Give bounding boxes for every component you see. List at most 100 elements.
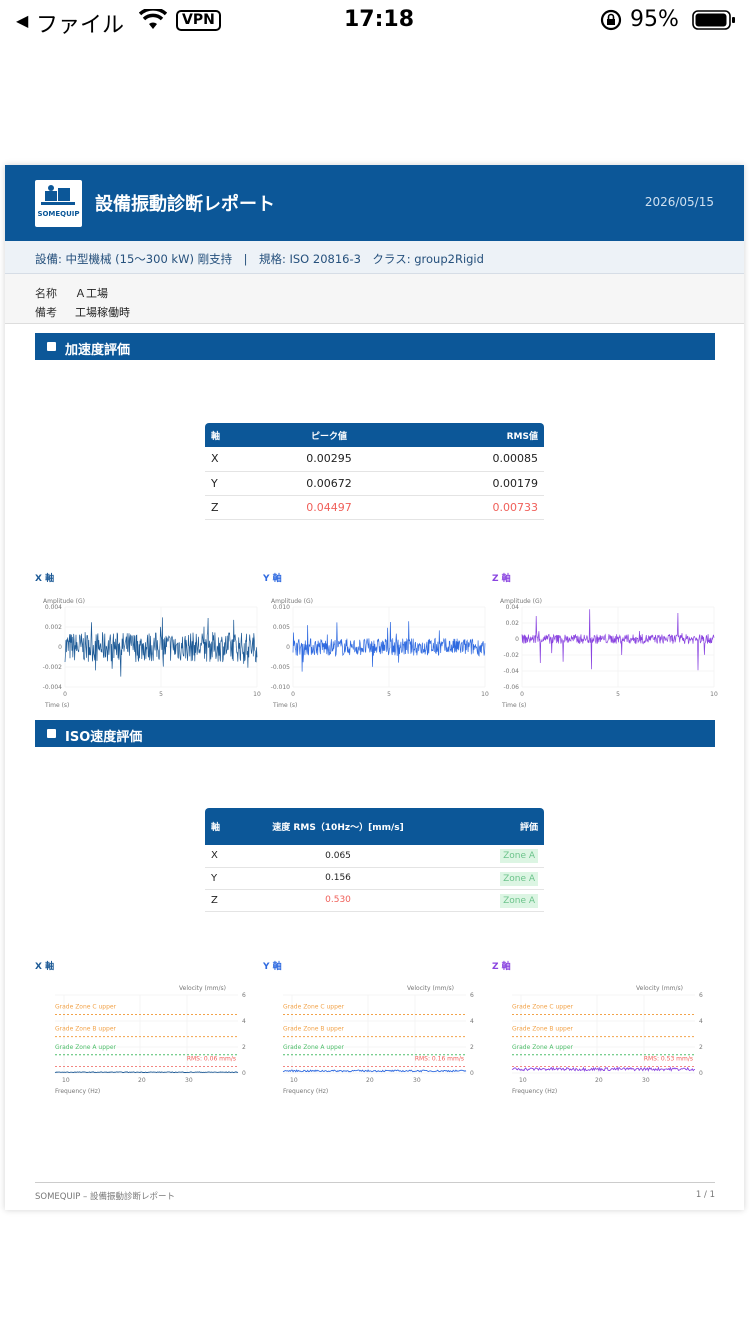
y-tick-label: 0.002 — [45, 624, 62, 631]
clock: 17:18 — [344, 7, 415, 32]
chart-title-accel-z: Z 軸 — [492, 574, 511, 584]
y-tick-label: 4 — [242, 1018, 246, 1025]
section-title: 加速度評価 — [65, 343, 131, 358]
y-tick-label: 0 — [699, 1070, 703, 1077]
logo-text: SOMEQUIP — [37, 210, 80, 218]
cell-grade: Zone A — [418, 867, 544, 890]
report-footer: SOMEQUIP – 設備振動診断レポート 1 / 1 — [35, 1182, 715, 1202]
back-arrow-icon[interactable]: ◀ — [16, 11, 29, 30]
rms-label: RMS: 0.16 mm/s — [415, 1056, 464, 1063]
y-tick-label: -0.010 — [271, 684, 291, 691]
machine-logo-icon — [41, 185, 75, 205]
x-tick-label: 0 — [291, 691, 295, 698]
status-bar: ◀ ファイル VPN 17:18 95% — [0, 0, 750, 42]
y-tick-label: 0 — [58, 644, 62, 651]
x-tick-label: 5 — [387, 691, 391, 698]
cell-axis: Z — [205, 889, 259, 912]
y-tick-label: 2 — [470, 1044, 474, 1051]
zone-label: Grade Zone B upper — [512, 1026, 574, 1033]
zone-label: Grade Zone C upper — [283, 1004, 345, 1011]
y-tick-label: 0.004 — [45, 604, 62, 611]
x-tick-label: 10 — [481, 691, 489, 698]
y-tick-label: 0.04 — [506, 604, 520, 611]
report-header: SOMEQUIP 設備振動診断レポート 2026/05/15 — [5, 165, 744, 241]
y-axis-label: Velocity (mm/s) — [407, 985, 454, 992]
y-tick-label: 4 — [470, 1018, 474, 1025]
y-tick-label: 2 — [699, 1044, 703, 1051]
meta-value: 工場稼働時 — [75, 306, 130, 319]
x-tick-label: 10 — [253, 691, 261, 698]
accel-table: 軸 ピーク値 RMS値 X 0.00295 0.00085 Y 0.00672 0.001… — [205, 423, 544, 520]
meta-value: Ａ工場 — [75, 287, 108, 300]
y-tick-label: -0.004 — [43, 684, 63, 691]
zone-label: Grade Zone A upper — [55, 1044, 117, 1051]
cell-grade: Zone A — [418, 845, 544, 868]
y-tick-label: 0 — [242, 1070, 246, 1077]
y-tick-label: 0 — [470, 1070, 474, 1077]
footer-left: SOMEQUIP – 設備振動診断レポート — [35, 1192, 175, 1202]
y-tick-label: -0.06 — [503, 684, 519, 691]
back-app-label[interactable]: ファイル — [36, 13, 125, 38]
chart-title-iso-z: Z 軸 — [492, 962, 511, 972]
wifi-icon — [139, 9, 167, 29]
x-tick-label: 20 — [595, 1077, 603, 1084]
report-date: 2026/05/15 — [644, 195, 714, 209]
y-tick-label: -0.005 — [271, 664, 291, 671]
cell-peak: 0.00295 — [257, 447, 401, 472]
report-page: SOMEQUIP 設備振動診断レポート 2026/05/15 設備: 中型機械 … — [5, 165, 744, 1210]
x-tick-label: 10 — [290, 1077, 298, 1084]
x-tick-label: 30 — [185, 1077, 193, 1084]
col-axis: 軸 — [205, 423, 258, 447]
x-tick-label: 20 — [138, 1077, 146, 1084]
x-tick-label: 0 — [63, 691, 67, 698]
accel-chart-z: Amplitude (G)0.040.020-0.02-0.04-0.060 5 1… — [500, 598, 718, 709]
meta-key: 名称 — [35, 287, 57, 300]
x-axis-label: Frequency (Hz) — [283, 1088, 328, 1095]
rms-label: RMS: 0.53 mm/s — [644, 1056, 693, 1063]
cell-axis: Y — [205, 867, 259, 890]
y-tick-label: 4 — [699, 1018, 703, 1025]
zone-label: Grade Zone B upper — [55, 1026, 117, 1033]
y-tick-label: 0 — [515, 636, 519, 643]
waveform-series — [521, 609, 715, 671]
zone-badge: Zone A — [500, 893, 538, 908]
company-logo: SOMEQUIP — [35, 180, 82, 227]
col-rms: RMS値 — [400, 423, 544, 447]
y-tick-label: -0.02 — [503, 652, 519, 659]
cell-velocity: 0.065 — [258, 845, 419, 868]
iso-table: 軸 速度 RMS（10Hz〜）[mm/s] 評価 X 0.065 Zone A Y 0.… — [205, 808, 544, 912]
report-meta: 名称 Ａ工場 備考 工場稼働時 — [5, 274, 744, 324]
x-axis-label: Time (s) — [501, 702, 526, 709]
vpn-badge: VPN — [176, 10, 221, 31]
meta-key: 備考 — [35, 306, 57, 319]
cell-peak: 0.00672 — [257, 471, 401, 496]
x-axis-label: Time (s) — [44, 702, 69, 709]
chart-title-accel-y: Y 軸 — [263, 574, 282, 584]
cell-axis: Z — [205, 495, 258, 520]
chart-title-iso-x: X 軸 — [35, 962, 55, 972]
x-tick-label: 30 — [642, 1077, 650, 1084]
table-row: Z 0.04497 0.00733 — [205, 495, 544, 520]
y-tick-label: 2 — [242, 1044, 246, 1051]
section-iso: ISO速度評価 — [35, 720, 715, 747]
cell-axis: X — [205, 447, 258, 472]
report-title: 設備振動診断レポート — [95, 194, 275, 215]
zone-label: Grade Zone B upper — [283, 1026, 345, 1033]
y-tick-label: -0.04 — [503, 668, 519, 675]
x-axis-label: Frequency (Hz) — [512, 1088, 557, 1095]
meta-row-note: 備考 工場稼働時 — [35, 303, 744, 322]
cell-velocity: 0.530 — [258, 889, 419, 912]
waveform-series — [64, 617, 258, 677]
cell-rms: 0.00179 — [400, 471, 544, 496]
cell-axis: X — [205, 845, 259, 868]
cell-peak: 0.04497 — [257, 495, 401, 520]
table-row: Z 0.530 Zone A — [205, 889, 544, 912]
table-row: X 0.065 Zone A — [205, 845, 544, 868]
zone-label: Grade Zone C upper — [512, 1004, 574, 1011]
table-row: Y 0.00672 0.00179 — [205, 471, 544, 496]
table-row: X 0.00295 0.00085 — [205, 447, 544, 472]
y-tick-label: 0.005 — [273, 624, 290, 631]
y-tick-label: 6 — [470, 992, 474, 999]
